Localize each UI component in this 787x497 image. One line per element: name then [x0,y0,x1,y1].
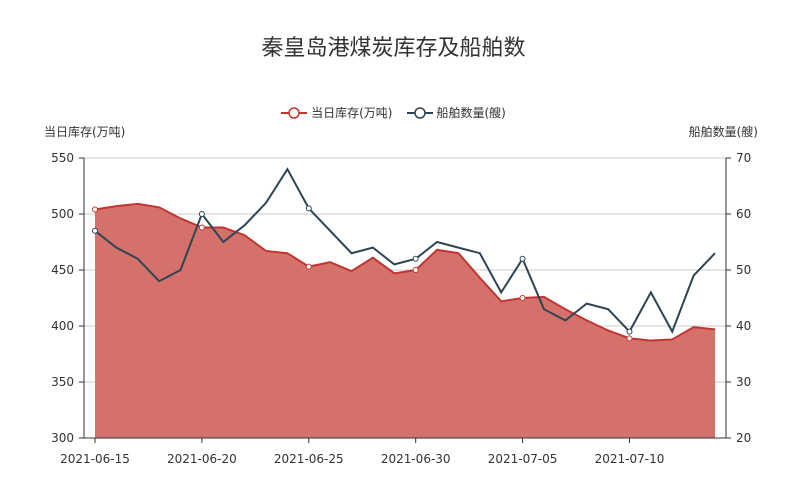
x-tick-label: 2021-07-10 [595,452,665,466]
point-inventory [626,335,633,342]
y-left-tick-label: 400 [51,319,74,333]
point-ships [92,227,98,234]
legend-label-inventory: 当日库存(万吨) [311,106,393,120]
y-right-tick-label: 70 [736,151,751,165]
point-ships [519,255,526,262]
y-left-tick-label: 450 [51,263,74,277]
x-tick-label: 2021-06-25 [274,452,344,466]
y-right-tick-label: 40 [736,319,751,333]
point-ships [305,205,312,212]
y-left-tick-label: 550 [51,151,74,165]
x-tick-label: 2021-06-15 [60,452,130,466]
x-tick-label: 2021-06-30 [381,452,451,466]
y-left-tick-label: 500 [51,207,74,221]
point-inventory [92,206,98,213]
series-line-layer [94,167,716,342]
series-line-ships [94,167,716,334]
axes: 300 350 400 450 500 550 20 30 40 50 60 70 当日库存(万吨) 船舶… [44,124,758,466]
y-right-tick-label: 50 [736,263,751,277]
point-ships [626,328,633,335]
y-left-tick-label: 350 [51,375,74,389]
y-right-tick-label: 30 [736,375,751,389]
y-right-tick-label: 60 [736,207,751,221]
markers [92,205,633,342]
chart-title: 秦皇岛港煤炭库存及船舶数 [261,36,526,61]
point-ships [412,255,419,262]
legend-label-ships: 船舶数量(艘) [436,106,506,120]
point-inventory [198,224,205,231]
legend-item-inventory[interactable]: 当日库存(万吨) [281,104,393,121]
point-inventory [412,267,419,273]
y-left-axis-title: 当日库存(万吨) [44,124,125,139]
point-inventory [519,295,526,301]
legend[interactable]: 当日库存(万吨) 船舶数量(艘) [0,104,787,121]
point-inventory [305,263,312,270]
x-tick-label: 2021-07-05 [488,452,558,466]
series-area-layer [95,203,715,438]
point-ships [198,211,205,217]
y-left-tick-label: 300 [51,431,74,445]
legend-swatch-inventory [281,106,308,119]
y-right-tick-label: 20 [736,431,751,445]
y-right-axis-title: 船舶数量(艘) [689,124,758,139]
legend-item-ships[interactable]: 船舶数量(艘) [406,104,506,121]
legend-swatch-ships [406,106,433,119]
x-tick-label: 2021-06-20 [167,452,237,466]
series-area-inventory [95,203,715,438]
